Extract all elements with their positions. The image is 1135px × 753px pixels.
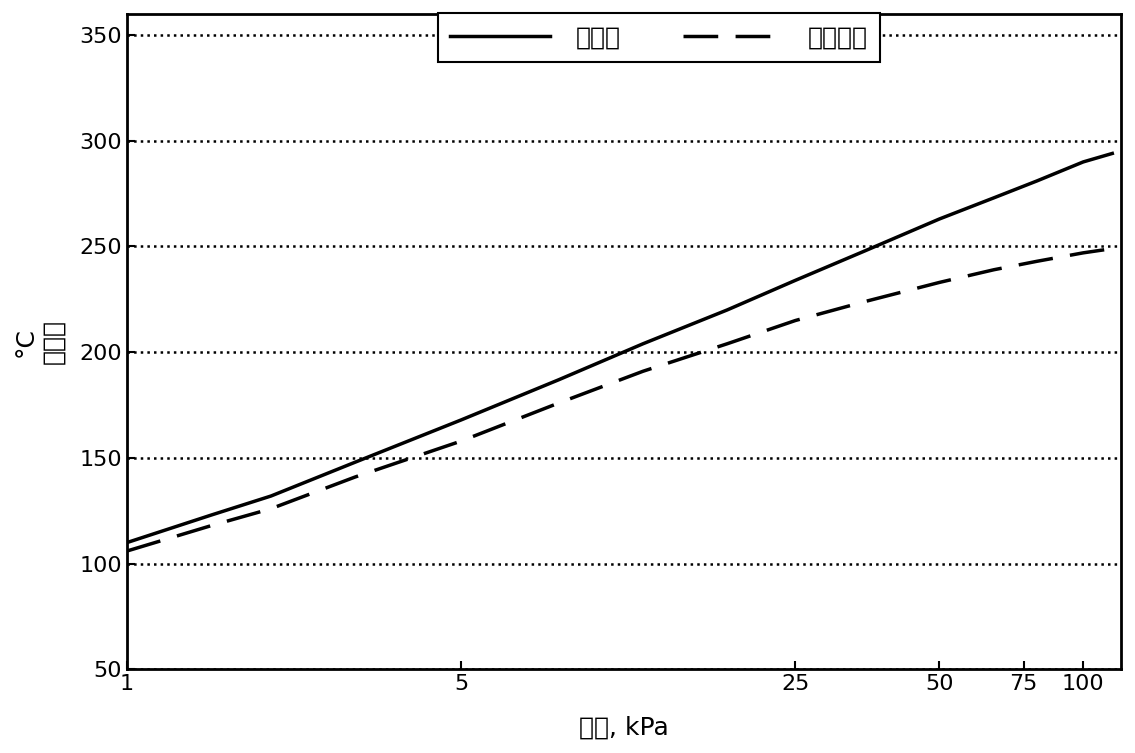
呂喂酥 — [264, 492, 278, 501]
呂喂酥 — [858, 246, 872, 255]
邻苯二酥 — [933, 278, 947, 287]
呂喂酥 — [933, 215, 947, 224]
呂喂酥 — [1076, 157, 1090, 166]
呂喂酥 — [637, 340, 650, 349]
呂喂酥 — [721, 306, 734, 315]
邻苯二酥 — [1031, 257, 1044, 266]
邻苯二酥 — [348, 472, 362, 481]
邻苯二酥 — [552, 398, 565, 407]
X-axis label: 压力, kPa: 压力, kPa — [579, 715, 669, 739]
邻苯二酥 — [120, 547, 134, 556]
Line: 邻苯二酥: 邻苯二酥 — [127, 248, 1112, 551]
Y-axis label: °C
沸点，: °C 沸点， — [14, 319, 66, 364]
呂喂酥 — [987, 194, 1001, 203]
邻苯二酥 — [987, 265, 1001, 274]
邻苯二酥 — [1105, 244, 1119, 253]
邻苯二酥 — [789, 316, 802, 325]
Legend: 呂喂酥, 邻苯二酥: 呂喂酥, 邻苯二酥 — [438, 14, 881, 62]
邻苯二酥 — [637, 367, 650, 376]
呂喂酥 — [348, 458, 362, 467]
呂喂酥 — [454, 416, 468, 425]
Line: 呂喂酥: 呂喂酥 — [127, 154, 1112, 543]
呂喂酥 — [120, 538, 134, 547]
邻苯二酥 — [264, 505, 278, 514]
呂喂酥 — [552, 375, 565, 384]
呂喂酥 — [204, 511, 218, 520]
邻苯二酥 — [204, 521, 218, 530]
邻苯二酥 — [1076, 248, 1090, 258]
邻苯二酥 — [858, 297, 872, 306]
呂喂酥 — [1105, 149, 1119, 158]
呂喂酥 — [789, 276, 802, 285]
呂喂酥 — [1031, 176, 1044, 185]
邻苯二酥 — [721, 340, 734, 349]
邻苯二酥 — [454, 437, 468, 446]
